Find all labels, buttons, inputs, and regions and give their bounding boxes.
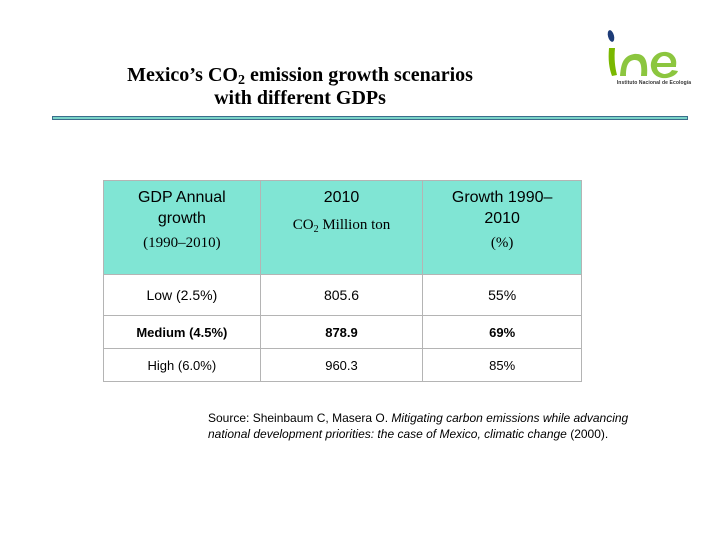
header-growth-line3: (%) [490,235,514,251]
title-line-1: Mexico’s CO2 emission growth scenarios [80,64,520,88]
header-gdp-line1: GDP Annual [137,189,226,206]
source-prefix: Source: Sheinbaum C, Masera O. [208,411,392,425]
header-co2-2010: 2010 CO2 Million ton [259,180,424,275]
table-row: Medium (4.5%) 878.9 69% [103,315,582,349]
title-text-b: emission growth scenarios [244,64,473,86]
title-line-2: with different GDPs [214,87,386,109]
cell-growth: 69% [422,315,582,349]
cell-gdp: Low (2.5%) [103,274,261,316]
emission-scenarios-table: GDP Annual growth (1990–2010) 2010 CO2 M… [103,180,582,382]
logo-caption: Instituto Nacional de Ecología [616,80,692,86]
header-gdp-line2: growth [157,210,206,227]
header-gdp-growth: GDP Annual growth (1990–2010) [103,180,261,275]
cell-co2: 960.3 [259,348,424,382]
cell-co2: 878.9 [259,315,424,349]
header-co2-line1: 2010 [323,189,360,206]
header-gdp-line3: (1990–2010) [143,235,221,251]
source-year: (2000). [566,427,609,441]
header-co2-line2: CO2 Million ton [261,217,423,235]
table-row: High (6.0%) 960.3 85% [103,348,582,382]
header-growth-line1: Growth 1990– [451,189,553,206]
header-co2-subscript: 2 [313,224,319,235]
source-citation: Source: Sheinbaum C, Masera O. Mitigatin… [208,410,668,442]
title-divider [52,116,688,120]
header-growth-line2: 2010 [484,210,520,227]
cell-growth: 85% [422,348,582,382]
cell-gdp: Medium (4.5%) [103,315,261,349]
header-co2-prefix: CO [292,217,314,233]
header-co2-suffix: Million ton [318,217,391,233]
cell-co2: 805.6 [259,274,424,316]
cell-growth: 55% [422,274,582,316]
ine-logo [607,30,678,79]
slide-title: Mexico’s CO2 emission growth scenarios w… [80,64,520,110]
logo-letter-n [620,53,648,76]
title-text-a: Mexico’s CO [127,64,238,86]
source-title: Mitigating carbon emissions while advanc… [208,411,629,441]
logo-i-dot [607,30,615,42]
table-row: Low (2.5%) 805.6 55% [103,274,582,316]
cell-gdp: High (6.0%) [103,348,261,382]
logo-letter-e [650,51,678,79]
logo-i-stem [608,48,617,76]
title-subscript: 2 [237,73,245,88]
header-growth: Growth 1990– 2010 (%) [422,180,582,275]
table-header-row: GDP Annual growth (1990–2010) 2010 CO2 M… [103,180,582,275]
